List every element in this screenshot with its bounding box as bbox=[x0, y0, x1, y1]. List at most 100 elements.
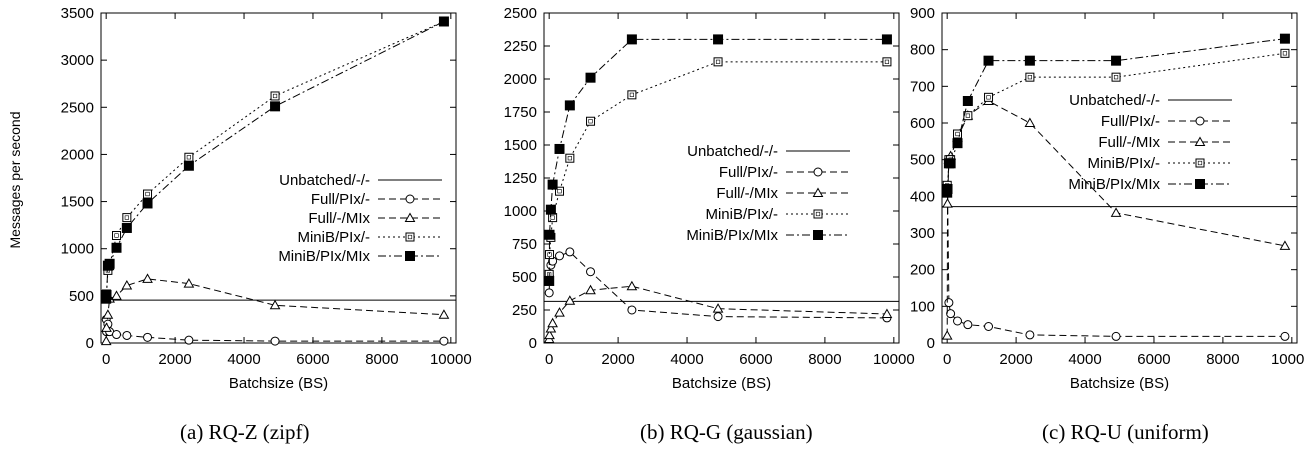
data-point-triangle bbox=[712, 303, 724, 313]
data-point-circle bbox=[1111, 331, 1121, 341]
x-tick-label: 8000 bbox=[808, 351, 841, 368]
data-point-square-filled bbox=[544, 229, 555, 240]
data-point-square-inner bbox=[550, 215, 555, 220]
data-point-circle bbox=[439, 336, 449, 346]
data-point-square-filled bbox=[813, 230, 823, 240]
data-point-square-filled bbox=[101, 289, 112, 300]
data-point-square-inner bbox=[884, 59, 890, 64]
y-tick-label: 700 bbox=[910, 78, 935, 95]
legend-label: Unbatched/-/- bbox=[687, 143, 778, 160]
y-tick-label: 600 bbox=[910, 115, 935, 132]
data-point-triangle bbox=[1110, 207, 1122, 217]
data-point-triangle bbox=[111, 290, 122, 300]
data-point-square-inner bbox=[986, 95, 991, 100]
data-point-square bbox=[813, 209, 823, 219]
y-tick-label: 1750 bbox=[504, 104, 537, 121]
y-tick-label: 2500 bbox=[504, 5, 537, 22]
data-point-circle bbox=[944, 298, 954, 308]
series-full-pix- bbox=[101, 314, 449, 346]
data-point-triangle bbox=[100, 335, 112, 346]
data-point-square bbox=[184, 152, 194, 162]
x-tick-label: 8000 bbox=[1206, 351, 1239, 368]
y-tick-label: 2500 bbox=[61, 99, 94, 116]
data-point-square bbox=[984, 92, 994, 102]
data-point-square-filled bbox=[438, 16, 449, 27]
y-tick-label: 2000 bbox=[61, 146, 94, 163]
x-axis-label: Batchsize (BS) bbox=[1070, 375, 1169, 392]
x-tick-label: 6000 bbox=[296, 351, 329, 368]
x-tick-label: 2000 bbox=[999, 351, 1032, 368]
data-point-triangle bbox=[121, 279, 133, 290]
chart-caption: (a) RQ-Z (zipf) bbox=[180, 420, 309, 444]
y-tick-label: 750 bbox=[512, 236, 537, 253]
series-line bbox=[105, 21, 445, 299]
data-point-triangle bbox=[183, 278, 195, 288]
data-point-circle bbox=[1280, 331, 1290, 341]
data-point-triangle bbox=[941, 330, 953, 340]
data-point-circle bbox=[555, 251, 565, 261]
data-point-square-filled bbox=[405, 251, 415, 261]
data-point-circle bbox=[946, 309, 956, 319]
y-tick-label: 800 bbox=[910, 42, 935, 59]
legend-label: MiniB/PIx/- bbox=[705, 206, 778, 223]
y-tick-label: 1250 bbox=[504, 170, 537, 187]
data-point-triangle bbox=[812, 187, 824, 197]
data-point-square-inner bbox=[955, 131, 960, 137]
data-point-square-filled bbox=[545, 204, 556, 215]
data-point-square-filled bbox=[111, 242, 122, 253]
data-point-square-filled bbox=[1195, 179, 1205, 189]
data-point-triangle bbox=[102, 309, 114, 319]
y-tick-label: 250 bbox=[512, 302, 537, 319]
chart-panel-1: 0 500 1000 1500 2000 2500 3000 3500 0 2000 4000 600… bbox=[61, 5, 472, 444]
data-point-square-filled bbox=[1024, 55, 1035, 66]
data-point-circle bbox=[405, 194, 415, 204]
y-tick-label: 1000 bbox=[61, 241, 94, 258]
data-point-square-filled bbox=[881, 34, 892, 45]
series-full-mix bbox=[100, 273, 450, 346]
data-point-square-filled bbox=[547, 179, 558, 190]
data-point-square-inner bbox=[567, 156, 572, 161]
data-point-square-inner bbox=[407, 234, 413, 240]
series-line bbox=[548, 38, 887, 281]
data-point-square bbox=[953, 129, 963, 139]
x-tick-label: 10000 bbox=[430, 351, 472, 368]
x-tick-label: 6000 bbox=[1137, 351, 1170, 368]
data-point-square-filled bbox=[121, 222, 132, 233]
data-point-circle bbox=[270, 336, 280, 346]
data-point-triangle bbox=[1279, 240, 1291, 250]
legend-label: Full/-/MIx bbox=[308, 210, 370, 227]
y-tick-label: 500 bbox=[910, 152, 935, 169]
data-point-square-filled bbox=[1111, 55, 1122, 66]
legend-label: MiniB/PIx/MIx bbox=[278, 248, 370, 265]
data-point-square bbox=[143, 189, 153, 199]
y-tick-label: 2000 bbox=[504, 71, 537, 88]
x-tick-label: 4000 bbox=[670, 351, 703, 368]
y-tick-label: 0 bbox=[927, 335, 935, 352]
data-point-circle bbox=[953, 316, 963, 326]
series-line bbox=[548, 251, 887, 319]
y-tick-label: 500 bbox=[512, 269, 537, 286]
data-point-triangle bbox=[564, 295, 576, 305]
data-point-square bbox=[112, 231, 122, 241]
data-point-circle bbox=[586, 267, 596, 277]
data-point-square-filled bbox=[962, 96, 973, 106]
chart-caption: (c) RQ-U (uniform) bbox=[1042, 420, 1209, 444]
data-point-triangle bbox=[554, 307, 565, 317]
data-point-square-filled bbox=[142, 198, 153, 209]
y-axis-label: Messages per second bbox=[7, 112, 23, 249]
y-tick-label: 1000 bbox=[504, 203, 537, 220]
y-tick-label: 200 bbox=[910, 262, 935, 279]
x-axis-label: Batchsize (BS) bbox=[229, 375, 328, 392]
data-point-square-inner bbox=[557, 189, 562, 194]
data-point-square-inner bbox=[186, 155, 191, 160]
data-point-triangle bbox=[404, 212, 416, 222]
data-point-circle bbox=[984, 322, 994, 331]
y-tick-label: 3000 bbox=[61, 52, 94, 69]
data-point-triangle bbox=[544, 329, 555, 340]
y-tick-label: 300 bbox=[910, 225, 935, 242]
data-point-triangle bbox=[881, 308, 893, 318]
data-point-square bbox=[713, 57, 723, 67]
series-line bbox=[946, 38, 1286, 193]
data-point-circle bbox=[813, 167, 823, 177]
